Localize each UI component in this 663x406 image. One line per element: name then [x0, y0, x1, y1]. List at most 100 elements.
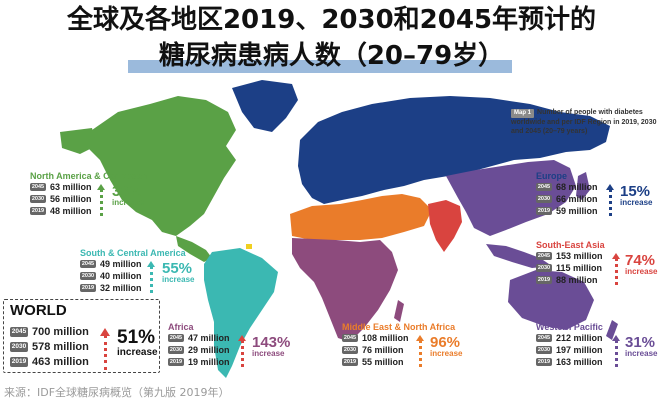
row-2045: 2045 700 million: [10, 324, 89, 339]
year-badge: 2019: [30, 207, 46, 215]
year-badge: 2045: [342, 334, 358, 342]
row-2030: 2030 66 million: [536, 193, 661, 205]
year-badge: 2045: [30, 183, 46, 191]
increase-label: increase: [430, 349, 463, 358]
value-2045: 63 million: [50, 182, 92, 192]
up-arrow-icon: [100, 328, 111, 370]
africa-region: [292, 238, 398, 342]
up-arrow-icon: [612, 335, 621, 367]
japan-region: [576, 172, 590, 200]
row-2019: 2019 48 million: [30, 205, 190, 217]
region-name: South & Central America: [80, 248, 186, 258]
row-2019: 2019 463 million: [10, 354, 89, 369]
south-east-asia-region: [428, 200, 462, 252]
increase-percent: 74%: [625, 252, 656, 269]
increase-percent: 51%: [117, 327, 156, 348]
region-north-america: North America & Caribbean 2045 63 million…: [30, 171, 190, 221]
row-2030: 2030 578 million: [10, 339, 89, 354]
up-arrow-icon: [416, 335, 425, 367]
map-tag: Map 1: [511, 109, 535, 118]
row-2019: 2019 59 million: [536, 205, 661, 217]
increase-percent: 31%: [625, 334, 656, 351]
value-2030: 76 million: [362, 345, 404, 355]
increase-label: increase: [625, 267, 658, 276]
value-2030: 56 million: [50, 194, 92, 204]
value-2030: 578 million: [32, 340, 89, 353]
up-arrow-icon: [606, 184, 615, 216]
region-south-east-asia: South-East Asia 2045 153 million 2030 115 …: [536, 240, 661, 290]
value-2045: 700 million: [32, 325, 89, 338]
year-badge: 2030: [536, 346, 552, 354]
world-title: WORLD: [10, 302, 67, 319]
value-2030: 40 million: [100, 271, 142, 281]
south-america-region: [204, 248, 278, 378]
row-2030: 2030 29 million: [168, 344, 308, 356]
row-2030: 2030 115 million: [536, 262, 661, 274]
region-world: WORLD 2045 700 million 2030 578 million 20…: [3, 299, 160, 373]
value-2019: 463 million: [32, 355, 89, 368]
region-africa: Africa 2045 47 million 2030 29 million 201…: [168, 322, 308, 372]
value-2019: 48 million: [50, 206, 92, 216]
page-subtitle: 糖尿病患病人数（20–79岁）: [158, 41, 505, 71]
row-2045: 2045 63 million: [30, 181, 190, 193]
value-2045: 153 million: [556, 251, 603, 261]
region-mena: Middle East & North Africa 2045 108 milli…: [342, 322, 492, 372]
year-badge: 2019: [10, 356, 28, 367]
row-2045: 2045 212 million: [536, 332, 661, 344]
islands-region: [486, 244, 552, 268]
region-name: Western Pacific: [536, 322, 603, 332]
increase-label: increase: [112, 198, 145, 207]
year-badge: 2030: [30, 195, 46, 203]
increase-label: increase: [162, 275, 195, 284]
value-2019: 19 million: [188, 357, 230, 367]
row-2045: 2045 49 million: [80, 258, 240, 270]
legend-text: Number of people with diabetes worldwide…: [511, 109, 657, 135]
value-2030: 197 million: [556, 345, 603, 355]
year-badge: 2045: [10, 326, 28, 337]
increase-percent: 96%: [430, 334, 461, 351]
row-2045: 2045 153 million: [536, 250, 661, 262]
year-badge: 2019: [80, 284, 96, 292]
year-badge: 2019: [168, 358, 184, 366]
new-zealand-region: [606, 320, 618, 340]
year-badge: 2019: [342, 358, 358, 366]
north-america-region: [86, 96, 236, 236]
value-2045: 68 million: [556, 182, 598, 192]
value-2030: 115 million: [556, 263, 603, 273]
increase-percent: 15%: [620, 183, 651, 200]
row-2030: 2030 40 million: [80, 270, 240, 282]
western-pacific-region: [446, 160, 576, 236]
source-caption: 来源：IDF全球糖尿病概览（第九版 2019年）: [4, 386, 230, 399]
madagascar-region: [394, 300, 404, 322]
row-2030: 2030 197 million: [536, 344, 661, 356]
region-south-america: South & Central America 2045 49 million 2…: [80, 248, 240, 298]
value-2045: 49 million: [100, 259, 142, 269]
increase-percent: 143%: [252, 334, 291, 351]
value-2030: 66 million: [556, 194, 598, 204]
up-arrow-icon: [238, 335, 247, 367]
row-2045: 2045 47 million: [168, 332, 308, 344]
row-2045: 2045 108 million: [342, 332, 492, 344]
row-2019: 2019 32 million: [80, 282, 240, 294]
caribbean-marker: [246, 244, 252, 249]
value-2019: 32 million: [100, 283, 142, 293]
year-badge: 2030: [536, 195, 552, 203]
increase-label: increase: [620, 198, 653, 207]
year-badge: 2019: [536, 207, 552, 215]
up-arrow-icon: [147, 261, 156, 293]
up-arrow-icon: [612, 253, 621, 285]
row-2030: 2030 76 million: [342, 344, 492, 356]
row-2030: 2030 56 million: [30, 193, 190, 205]
value-2019: 88 million: [556, 275, 598, 285]
row-2045: 2045 68 million: [536, 181, 661, 193]
value-2045: 108 million: [362, 333, 409, 343]
region-name: Europe: [536, 171, 568, 181]
title-highlight: [128, 60, 512, 73]
central-america-region: [176, 236, 212, 262]
australia-region: [508, 270, 594, 330]
increase-percent: 55%: [162, 260, 193, 277]
europe-region: [298, 96, 610, 204]
value-2019: 55 million: [362, 357, 404, 367]
row-2019: 2019 163 million: [536, 356, 661, 368]
